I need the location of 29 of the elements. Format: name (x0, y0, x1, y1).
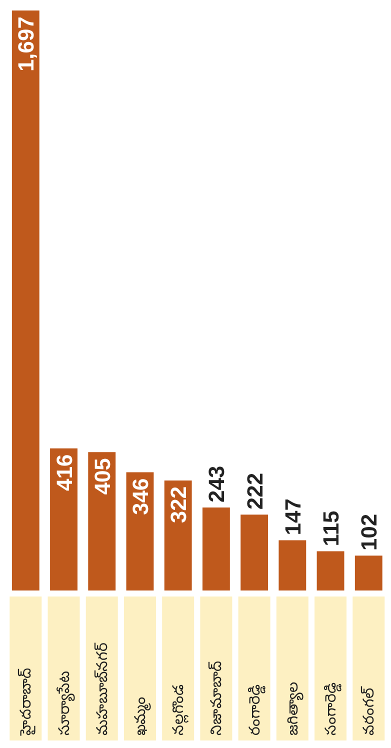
data-label: 243 (204, 466, 230, 502)
x-tick-label: సంగారెడ్డి (322, 682, 342, 736)
data-label: 346 (128, 478, 153, 515)
bar (354, 556, 382, 590)
data-label: 405 (90, 458, 115, 495)
bar (12, 10, 40, 590)
bar (164, 480, 192, 590)
x-tick-label: నల్లగొండ (169, 684, 190, 736)
x-tick-label: నిజామాబాద్ (207, 660, 226, 736)
x-tick-label: హైదరాబాద్ (16, 668, 36, 736)
data-label: 115 (318, 510, 344, 546)
bar (316, 551, 344, 590)
x-tick-label: ఖమ్మం (130, 696, 151, 736)
bar (240, 514, 268, 590)
bar (202, 507, 230, 590)
data-label: 222 (242, 472, 268, 510)
x-tick-label: మహబూబ్‌నగర్ (92, 642, 111, 736)
bar (88, 452, 116, 590)
x-tick-label: సూర్యాపేట (54, 670, 75, 736)
data-label: 1,697 (14, 16, 39, 72)
data-label: 147 (280, 498, 306, 536)
x-tick-label: వరంగల్ (360, 686, 378, 736)
x-tick-label: జగిత్యాల (283, 682, 304, 736)
bar (50, 448, 78, 590)
x-tick-label: రంగారెడ్డి (245, 684, 266, 736)
data-label: 102 (356, 514, 382, 551)
data-label: 416 (52, 454, 77, 492)
data-label: 322 (166, 486, 192, 524)
bar (278, 540, 306, 590)
